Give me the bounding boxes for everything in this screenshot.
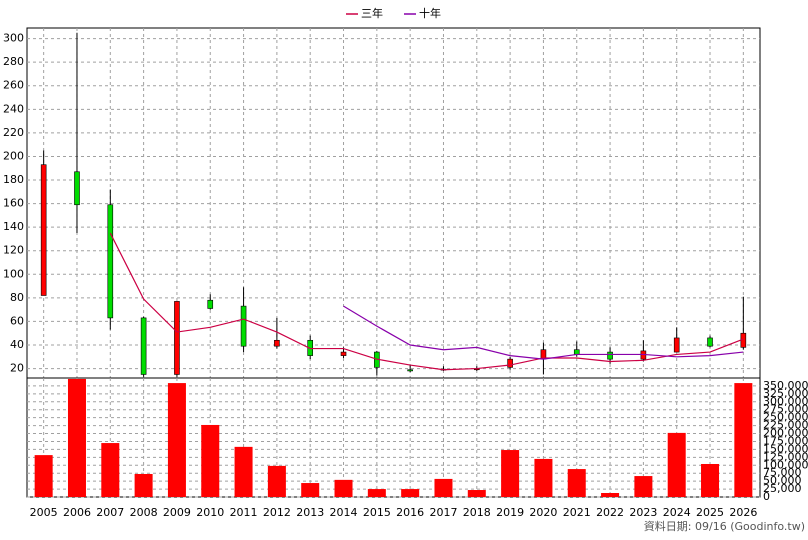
x-tick-label: 2011 xyxy=(230,506,258,519)
ma-line xyxy=(343,305,744,360)
x-tick-label: 2024 xyxy=(663,506,691,519)
y-tick-label: 275,000 xyxy=(763,403,808,416)
candle-body xyxy=(207,299,214,309)
plot-area xyxy=(26,27,761,379)
x-tick-label: 2025 xyxy=(696,506,724,519)
y-tick-label: 60 xyxy=(10,314,24,327)
y-tick-label: 280 xyxy=(3,55,24,68)
candle-body xyxy=(673,337,680,353)
x-tick-label: 2018 xyxy=(463,506,491,519)
y-tick-label: 100,000 xyxy=(763,458,808,471)
y-tick-label: 200,000 xyxy=(763,427,808,440)
y-tick-label: 300,000 xyxy=(763,395,808,408)
candle-body xyxy=(140,317,147,375)
candle-body xyxy=(507,358,513,368)
candle-body xyxy=(407,369,413,372)
x-tick-label: 2021 xyxy=(563,506,591,519)
x-tick-label: 2020 xyxy=(529,506,557,519)
volume-bar xyxy=(467,490,486,497)
candle-body xyxy=(240,305,247,347)
y-tick-label: 250,000 xyxy=(763,411,808,424)
candle-body xyxy=(107,204,114,319)
y-tick-label: 0 xyxy=(763,490,770,503)
volume-bar xyxy=(267,465,286,497)
y-tick-label: 20 xyxy=(10,362,24,375)
y-tick-label: 240 xyxy=(3,102,24,115)
x-tick-label: 2010 xyxy=(196,506,224,519)
volume-bar xyxy=(534,458,553,497)
y-tick-label: 200 xyxy=(3,149,24,162)
y-tick-label: 260 xyxy=(3,79,24,92)
y-tick-label: 225,000 xyxy=(763,419,808,432)
volume-bar xyxy=(401,489,420,497)
volume-bar xyxy=(734,383,753,497)
volume-bar xyxy=(334,479,353,497)
x-tick-label: 2023 xyxy=(629,506,657,519)
volume-bar xyxy=(101,443,120,497)
y-tick-label: 50,000 xyxy=(763,474,802,487)
x-tick-label: 2013 xyxy=(296,506,324,519)
y-tick-label: 40 xyxy=(10,338,24,351)
y-tick-label: 100 xyxy=(3,267,24,280)
x-tick-label: 2007 xyxy=(96,506,124,519)
volume-bar xyxy=(634,476,653,497)
x-tick-label: 2026 xyxy=(729,506,757,519)
y-tick-label: 125,000 xyxy=(763,450,808,463)
candle-body xyxy=(340,351,347,356)
y-tick-label: 220 xyxy=(3,126,24,139)
volume-bar xyxy=(667,432,686,497)
volume-bar xyxy=(601,493,620,497)
candle-body xyxy=(40,164,47,296)
x-tick-label: 2008 xyxy=(130,506,158,519)
candle-body xyxy=(607,351,613,360)
ma-line xyxy=(109,232,744,371)
volume-bar xyxy=(434,478,453,497)
volume-bar xyxy=(134,473,153,497)
candle-body xyxy=(707,337,713,347)
x-tick-label: 2012 xyxy=(263,506,291,519)
candle-body xyxy=(573,349,580,355)
x-tick-label: 2015 xyxy=(363,506,391,519)
y-tick-label: 75,000 xyxy=(763,466,802,479)
x-tick-label: 2006 xyxy=(63,506,91,519)
y-tick-label: 150,000 xyxy=(763,442,808,455)
volume-bar xyxy=(67,378,86,497)
y-tick-label: 80 xyxy=(10,291,24,304)
volume-bar xyxy=(34,455,53,497)
volume-bar xyxy=(701,463,720,497)
y-tick-label: 180 xyxy=(3,173,24,186)
candle-body xyxy=(74,171,80,206)
volume-bar xyxy=(301,483,320,497)
legend-label: 三年 xyxy=(361,6,383,20)
x-tick-label: 2017 xyxy=(429,506,457,519)
volume-bar xyxy=(201,424,220,497)
y-tick-label: 175,000 xyxy=(763,434,808,447)
x-tick-label: 2019 xyxy=(496,506,524,519)
y-tick-label: 325,000 xyxy=(763,387,808,400)
y-tick-label: 140 xyxy=(3,220,24,233)
x-tick-label: 2009 xyxy=(163,506,191,519)
x-tick-label: 2014 xyxy=(330,506,358,519)
volume-bar xyxy=(234,446,253,497)
volume-bar xyxy=(501,450,520,497)
y-tick-label: 160 xyxy=(3,197,24,210)
candle-body xyxy=(174,301,180,375)
y-tick-label: 25,000 xyxy=(763,482,802,495)
candle-body xyxy=(274,339,280,347)
volume-bar xyxy=(567,469,586,497)
x-tick-label: 2016 xyxy=(396,506,424,519)
volume-bar xyxy=(367,489,386,497)
y-tick-label: 300 xyxy=(3,32,24,45)
volume-bar xyxy=(167,383,186,497)
x-tick-label: 2022 xyxy=(596,506,624,519)
x-tick-label: 2005 xyxy=(30,506,58,519)
y-tick-label: 120 xyxy=(3,244,24,257)
source-note: 資料日期: 09/16 (Goodinfo.tw) xyxy=(644,519,805,533)
y-tick-label: 350,000 xyxy=(763,379,808,392)
legend-label: 十年 xyxy=(419,6,441,20)
